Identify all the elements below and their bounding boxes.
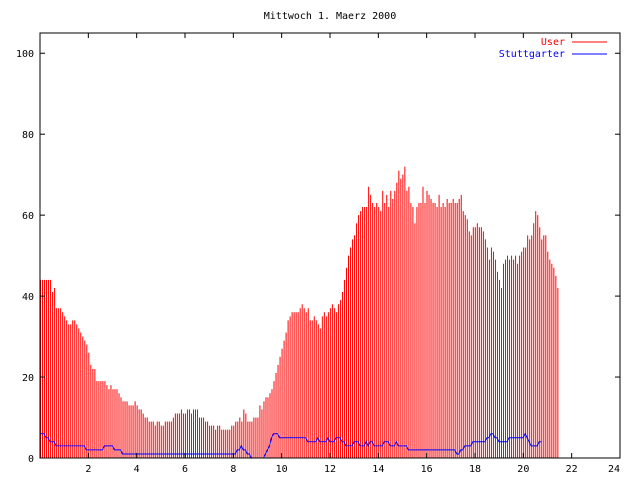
x-axis: 2 4 6 8 10 12 14 16 18 20 22 24 <box>85 33 621 475</box>
legend-label-user: User <box>541 37 565 48</box>
x-tick-label: 10 <box>276 464 288 475</box>
y-tick-label: 60 <box>22 211 34 222</box>
y-axis: 0 20 40 60 80 100 <box>16 49 620 465</box>
x-tick-label: 16 <box>421 464 433 475</box>
y-tick-label: 20 <box>22 373 34 384</box>
x-tick-label: 12 <box>324 464 336 475</box>
x-tick-label: 22 <box>566 464 578 475</box>
x-tick-label: 14 <box>372 464 384 475</box>
x-tick-label: 4 <box>134 464 140 475</box>
chart-title: Mittwoch 1. Maerz 2000 <box>264 11 396 22</box>
stuttgarter-series-line-group <box>40 432 542 459</box>
y-tick-label: 40 <box>22 292 34 303</box>
x-tick-label: 18 <box>469 464 481 475</box>
x-tick-label: 8 <box>230 464 236 475</box>
y-tick-label: 100 <box>16 49 34 60</box>
user-series-bars <box>40 166 559 458</box>
x-tick-label: 6 <box>182 464 188 475</box>
x-tick-label: 2 <box>85 464 91 475</box>
legend-label-stuttgarter: Stuttgarter <box>499 49 565 60</box>
x-tick-label: 24 <box>608 464 620 475</box>
y-tick-label: 0 <box>28 454 34 465</box>
legend: User Stuttgarter <box>499 37 607 60</box>
y-tick-label: 80 <box>22 130 34 141</box>
stuttgarter-line <box>40 432 542 459</box>
x-tick-label: 20 <box>517 464 529 475</box>
